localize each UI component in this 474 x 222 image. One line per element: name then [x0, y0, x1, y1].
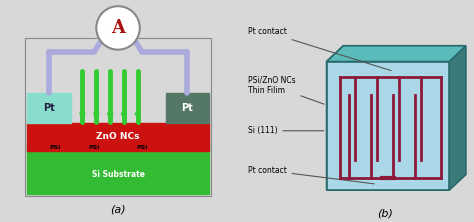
Polygon shape [327, 46, 343, 190]
Polygon shape [327, 61, 449, 190]
Text: PSi: PSi [49, 145, 60, 150]
Polygon shape [122, 131, 162, 151]
Bar [27, 93, 71, 123]
Text: A: A [111, 19, 125, 37]
Polygon shape [74, 131, 114, 151]
Text: Pt: Pt [182, 103, 193, 113]
Bar [27, 145, 209, 194]
Polygon shape [449, 46, 466, 190]
Bar [25, 38, 211, 196]
Polygon shape [35, 131, 74, 151]
Text: (a): (a) [110, 205, 126, 215]
Text: Si (111): Si (111) [248, 126, 324, 135]
Polygon shape [327, 174, 466, 190]
Bar [27, 123, 209, 151]
Text: PSi: PSi [89, 145, 100, 150]
Text: Si Substrate: Si Substrate [91, 170, 145, 179]
Polygon shape [327, 46, 466, 61]
Text: PSi/ZnO NCs
Thin Filim: PSi/ZnO NCs Thin Filim [248, 75, 324, 104]
Text: PSi: PSi [136, 145, 147, 150]
Circle shape [96, 6, 140, 50]
Text: Pt contact: Pt contact [248, 27, 391, 71]
Text: (b): (b) [377, 209, 393, 219]
Text: Pt contact: Pt contact [248, 166, 374, 184]
Text: ZnO NCs: ZnO NCs [96, 132, 140, 141]
Bar [165, 93, 209, 123]
Text: Pt: Pt [43, 103, 55, 113]
